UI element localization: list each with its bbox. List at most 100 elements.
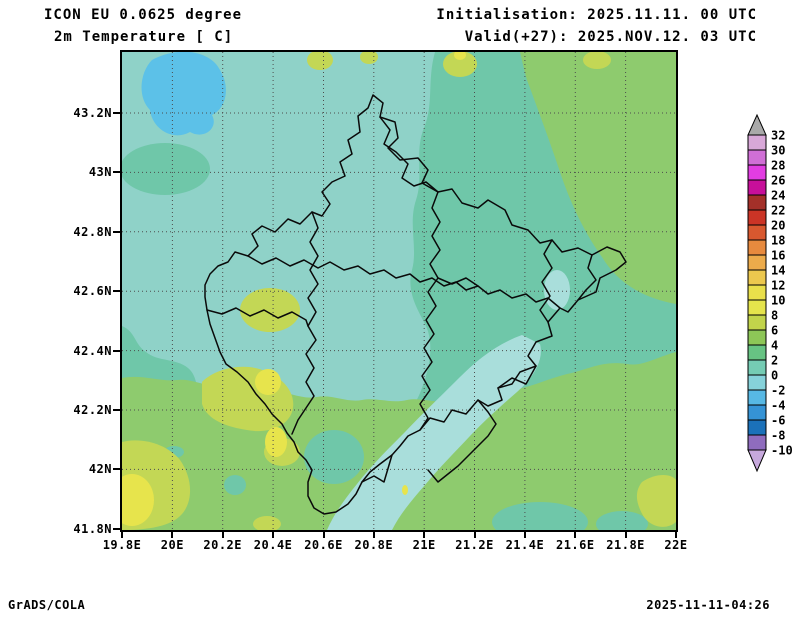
colorbar-tick-label: 14 xyxy=(771,264,785,278)
lon-tick-label: 20E xyxy=(160,538,184,552)
lon-tick-label: 21.8E xyxy=(606,538,645,552)
colorbar-segment xyxy=(747,179,767,196)
colorbar-tick-label: -6 xyxy=(771,414,785,428)
temperature-region xyxy=(402,485,408,495)
district-boundary xyxy=(206,307,309,327)
colorbar-segment xyxy=(747,134,767,151)
lat-tick-label: 41.8N xyxy=(73,521,112,536)
temperature-region xyxy=(265,427,287,457)
lat-lon-gridlines xyxy=(122,52,676,530)
temperature-region xyxy=(327,335,541,530)
creation-timestamp: 2025-11-11-04:26 xyxy=(646,598,770,612)
variable-title: 2m Temperature [ C] xyxy=(54,29,234,45)
valid-time-label: Valid(+27): 2025.NOV.12. 03 UTC xyxy=(464,29,757,45)
colorbar-segment xyxy=(747,314,767,331)
district-boundary xyxy=(497,365,537,389)
colorbar-segment xyxy=(747,284,767,301)
temperature-region xyxy=(122,143,210,195)
lon-tick xyxy=(272,531,275,538)
colorbar-segment xyxy=(747,239,767,256)
temperature-region xyxy=(141,52,226,136)
temperature-region xyxy=(443,52,477,77)
colorbar-segment xyxy=(747,419,767,436)
lat-tick xyxy=(113,527,120,530)
district-boundary xyxy=(361,454,393,483)
colorbar-segment xyxy=(747,164,767,181)
temperature-region xyxy=(122,52,435,441)
colorbar-tick-label: 8 xyxy=(771,309,778,323)
model-title: ICON EU 0.0625 degree xyxy=(44,7,243,23)
district-boundary xyxy=(247,255,561,309)
temperature-shaded-field xyxy=(122,52,676,530)
map-frame xyxy=(120,50,678,532)
colorbar-tick-label: 26 xyxy=(771,174,785,188)
colorbar-segment xyxy=(747,299,767,316)
lon-tick-label: 20.2E xyxy=(203,538,242,552)
lat-tick-label: 43N xyxy=(88,165,112,180)
temperature-region xyxy=(583,52,611,69)
lon-tick-label: 19.8E xyxy=(102,538,142,552)
lon-tick xyxy=(221,531,224,538)
temperature-region xyxy=(253,516,281,530)
temperature-region xyxy=(636,475,676,527)
lat-tick-label: 43.2N xyxy=(73,106,112,120)
colorbar-arrow-bottom xyxy=(747,449,767,473)
colorbar-tick-label: 20 xyxy=(771,219,785,233)
lon-tick-label: 21E xyxy=(412,538,436,552)
lon-tick xyxy=(121,531,123,538)
temperature-region xyxy=(544,270,570,310)
temperature-region xyxy=(255,369,281,395)
colorbar-segment xyxy=(747,149,767,166)
colorbar-tick-label: -8 xyxy=(771,429,785,443)
lon-tick-label: 20.8E xyxy=(354,538,394,552)
colorbar-tick-label: 12 xyxy=(771,279,785,293)
lat-tick-label: 42N xyxy=(88,462,112,477)
lon-tick xyxy=(171,531,174,538)
temperature-region xyxy=(492,502,588,530)
lon-tick xyxy=(322,531,325,538)
colorbar-segment xyxy=(747,254,767,271)
lon-tick xyxy=(624,531,627,538)
colorbar-segment xyxy=(747,224,767,241)
temperature-region xyxy=(304,430,364,484)
lon-tick-label: 20.6E xyxy=(304,538,343,552)
district-boundary xyxy=(419,191,441,431)
temperature-region xyxy=(224,475,246,495)
kosovo-boundaries xyxy=(204,94,627,515)
colorbar-tick-label: 0 xyxy=(771,369,778,383)
lat-tick-label: 42.4N xyxy=(73,343,112,358)
colorbar-segment xyxy=(747,359,767,376)
district-boundary xyxy=(539,239,553,323)
lon-tick xyxy=(372,531,375,538)
colorbar-segment xyxy=(747,404,767,421)
lon-tick xyxy=(523,531,526,538)
lat-tick xyxy=(113,468,120,471)
colorbar-tick-label: 16 xyxy=(771,249,785,263)
colorbar-segment xyxy=(747,209,767,226)
kosovo-outline xyxy=(204,94,627,515)
temperature-region xyxy=(307,52,333,70)
lat-tick xyxy=(113,409,120,411)
district-boundary xyxy=(437,277,479,287)
lon-tick-label: 21.2E xyxy=(455,538,494,552)
temperature-region xyxy=(520,52,676,304)
colorbar-tick-label: 28 xyxy=(771,159,785,173)
colorbar-tick-label: 10 xyxy=(771,294,785,308)
colorbar-tick-label: -2 xyxy=(771,384,785,398)
lat-tick xyxy=(113,349,120,352)
temperature-region xyxy=(454,52,466,60)
temperature-region xyxy=(240,288,300,332)
lon-tick-label: 21.6E xyxy=(555,538,595,552)
colorbar-tick-label: 30 xyxy=(771,144,785,158)
colorbar-segment xyxy=(747,194,767,211)
colorbar-tick-label: 18 xyxy=(771,234,785,248)
lon-tick-label: 22E xyxy=(664,538,688,552)
district-boundary xyxy=(427,399,497,483)
lat-tick-label: 42.6N xyxy=(73,284,112,299)
colorbar-segment xyxy=(747,389,767,406)
lat-tick xyxy=(113,112,120,114)
lat-tick xyxy=(113,230,120,233)
colorbar-segment xyxy=(747,269,767,286)
